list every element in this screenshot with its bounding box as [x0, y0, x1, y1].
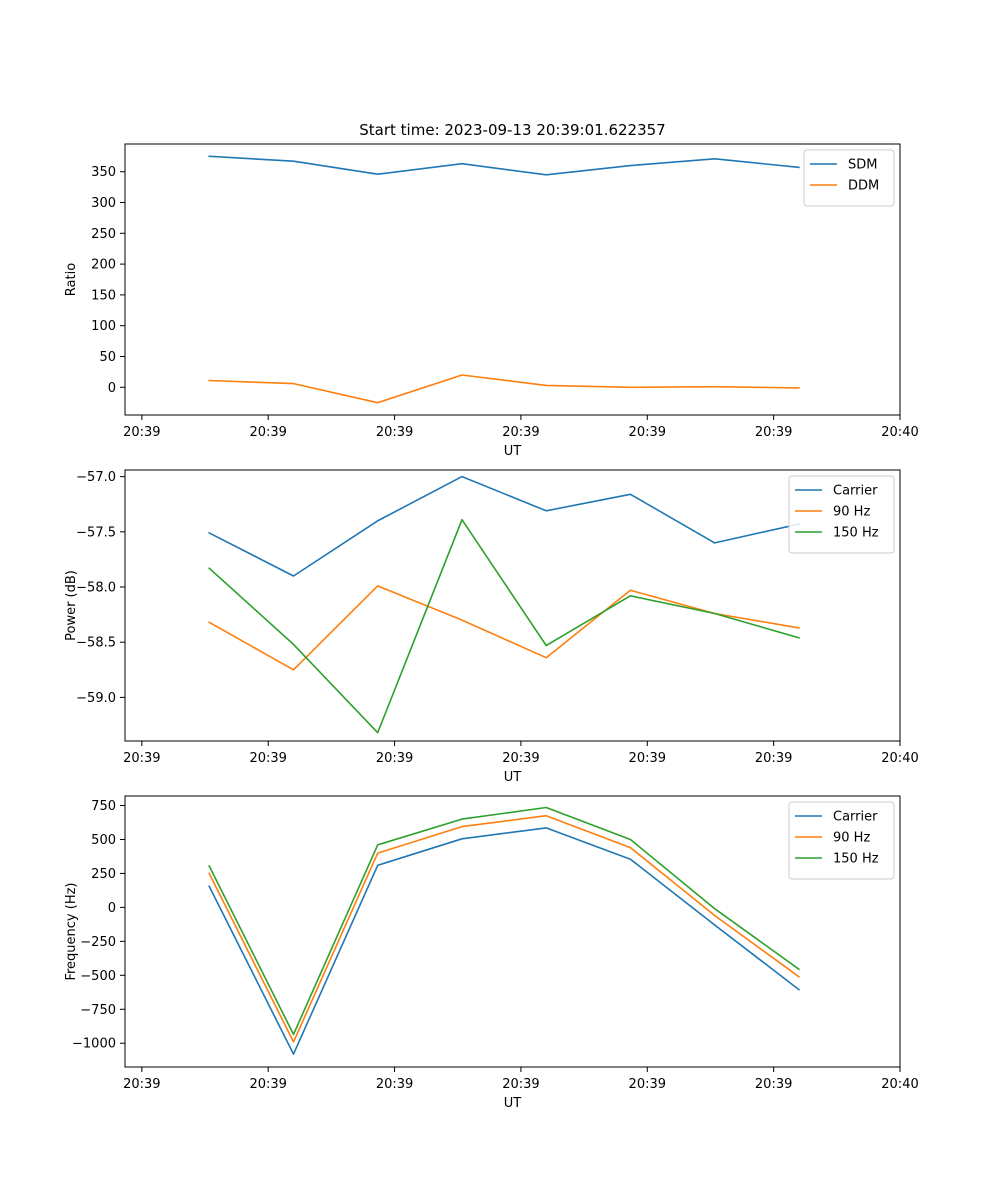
- series-line-90-hz: [208, 585, 800, 671]
- plot-frame: [124, 469, 901, 742]
- y-axis-label: Frequency (Hz): [64, 882, 79, 980]
- x-tick-label: 20:39: [629, 1077, 666, 1092]
- x-tick-label: 20:39: [502, 425, 539, 440]
- y-tick-label: 200: [91, 258, 116, 273]
- plot-frame: [124, 795, 901, 1068]
- legend-label: Carrier: [833, 484, 878, 499]
- plot-area: [125, 470, 900, 741]
- x-tick-label: 20:39: [123, 425, 160, 440]
- x-tick-label: 20:39: [755, 1077, 792, 1092]
- x-tick-label: 20:39: [123, 1077, 160, 1092]
- legend: SDM DDM: [803, 149, 895, 207]
- legend-label: 90 Hz: [833, 505, 870, 520]
- series-line-90-hz: [208, 814, 801, 1043]
- y-tick-label: 250: [91, 867, 116, 882]
- chart-1: Start time: 2023-09-13 20:39:01.622357 20…: [64, 121, 919, 459]
- charts-container: Start time: 2023-09-13 20:39:01.622357 20…: [64, 121, 919, 1111]
- chart-title: Start time: 2023-09-13 20:39:01.622357: [359, 121, 665, 139]
- legend-label: 150 Hz: [833, 526, 879, 541]
- y-tick-label: −250: [80, 935, 116, 950]
- y-tick-label: 350: [91, 165, 116, 180]
- y-tick-label: 300: [91, 196, 116, 211]
- legend-label: 150 Hz: [833, 852, 879, 867]
- legend-label: DDM: [848, 179, 879, 194]
- y-tick-label: 750: [91, 799, 116, 814]
- x-axis-label: UT: [504, 770, 522, 785]
- chart-2: 20:39 20:39 20:39 20:39 20:39 20:39 20:40 −59.0…: [64, 469, 919, 785]
- legend-box: [788, 475, 895, 554]
- y-tick-label: −58.0: [76, 581, 116, 596]
- y-tick-label: 0: [108, 901, 116, 916]
- legend-label: SDM: [848, 158, 877, 173]
- y-tick-label: −1000: [72, 1037, 116, 1052]
- x-tick-label: 20:39: [376, 751, 413, 766]
- series-line-ddm: [208, 374, 800, 404]
- x-tick-label: 20:39: [249, 1077, 286, 1092]
- x-tick-label: 20:40: [881, 425, 918, 440]
- x-tick-label: 20:39: [629, 425, 666, 440]
- y-tick-label: 500: [91, 833, 116, 848]
- y-tick-label: 150: [91, 288, 116, 303]
- x-tick-label: 20:39: [376, 425, 413, 440]
- y-tick-label: 0: [108, 381, 116, 396]
- x-tick-label: 20:40: [881, 751, 918, 766]
- x-tick-label: 20:39: [123, 751, 160, 766]
- y-axis-label: Ratio: [64, 263, 79, 296]
- chart-3: 20:39 20:39 20:39 20:39 20:39 20:39 20:40 −1000…: [64, 795, 919, 1111]
- y-axis-label: Power (dB): [64, 570, 79, 641]
- x-axis-label: UT: [504, 1096, 522, 1111]
- y-tick-label: −58.5: [76, 636, 116, 651]
- x-axis-label: UT: [504, 444, 522, 459]
- x-tick-label: 20:39: [376, 1077, 413, 1092]
- y-tick-label: −59.0: [76, 691, 116, 706]
- legend-label: Carrier: [833, 810, 878, 825]
- x-tick-label: 20:39: [249, 425, 286, 440]
- legend-box: [788, 801, 895, 880]
- y-tick-label: −57.5: [76, 525, 116, 540]
- x-tick-label: 20:39: [249, 751, 286, 766]
- y-tick-label: −750: [80, 1003, 116, 1018]
- plot-area: [125, 144, 900, 415]
- y-tick-label: 100: [91, 319, 116, 334]
- series-line-150-hz: [208, 518, 800, 734]
- x-tick-label: 20:39: [755, 425, 792, 440]
- y-tick-label: 50: [99, 350, 116, 365]
- series-line-carrier: [208, 827, 801, 1055]
- x-tick-label: 20:39: [755, 751, 792, 766]
- x-tick-label: 20:39: [502, 1077, 539, 1092]
- y-tick-label: 250: [91, 227, 116, 242]
- legend: Carrier 90 Hz 150 Hz: [788, 475, 895, 554]
- plot-frame: [124, 143, 901, 416]
- x-tick-label: 20:40: [881, 1077, 918, 1092]
- plot-area: [125, 796, 900, 1067]
- y-tick-label: −500: [80, 969, 116, 984]
- x-tick-label: 20:39: [629, 751, 666, 766]
- y-tick-label: −57.0: [76, 470, 116, 485]
- series-line-150-hz: [208, 806, 801, 1036]
- series-line-sdm: [208, 155, 800, 176]
- series-line-carrier: [208, 475, 800, 577]
- legend: Carrier 90 Hz 150 Hz: [788, 801, 895, 880]
- legend-label: 90 Hz: [833, 831, 870, 846]
- x-tick-label: 20:39: [502, 751, 539, 766]
